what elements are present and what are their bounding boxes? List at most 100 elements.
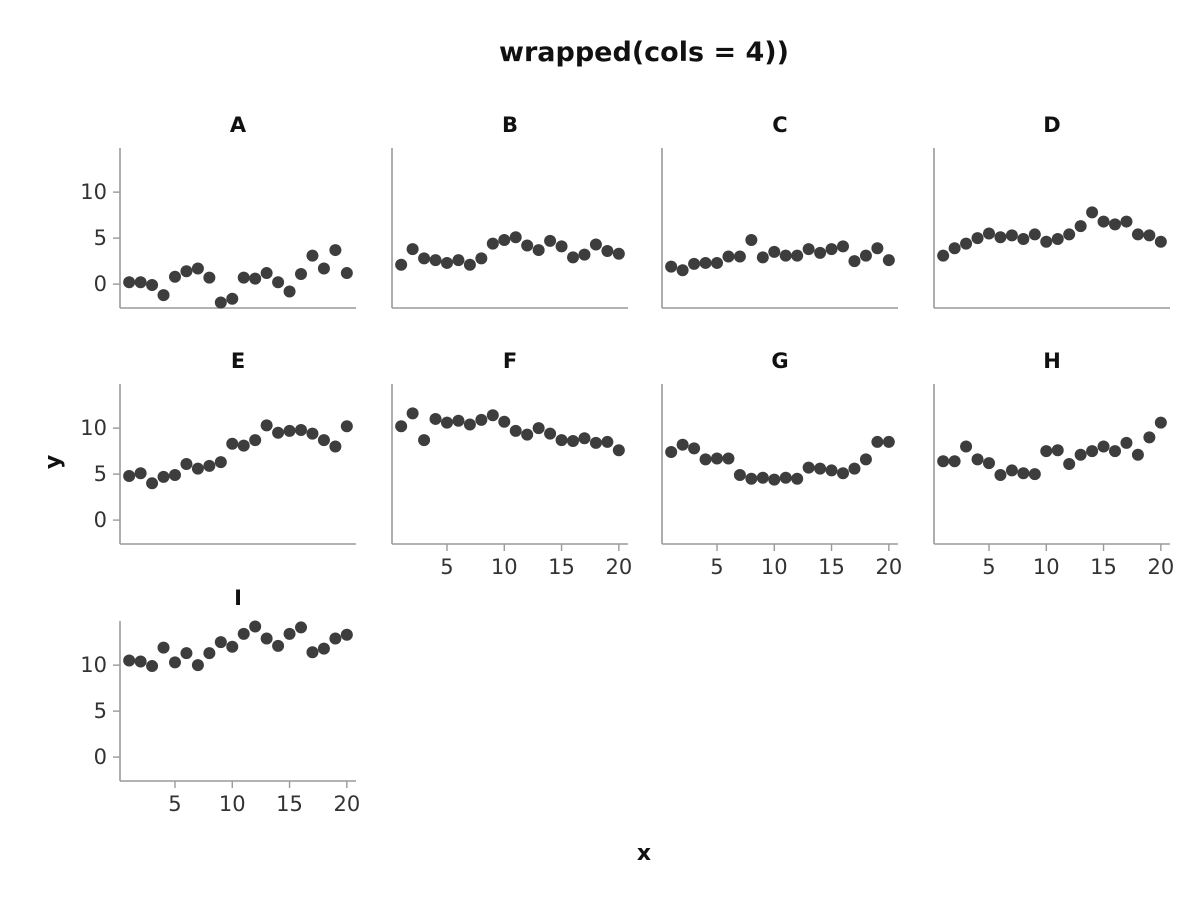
point-d-13 xyxy=(1074,220,1087,233)
panel-f: F 5 10 15 20 xyxy=(391,349,632,579)
panel-b: B xyxy=(391,113,628,309)
point-f-10 xyxy=(498,415,511,428)
point-g-20 xyxy=(882,435,895,448)
point-i-11 xyxy=(237,627,250,640)
point-c-10 xyxy=(768,245,781,258)
point-f-6 xyxy=(452,414,465,427)
point-h-9 xyxy=(1028,468,1041,481)
point-h-14 xyxy=(1086,445,1099,458)
panel-title-c: C xyxy=(772,113,787,137)
point-a-9 xyxy=(214,296,227,309)
x-tick-label-f-10: 10 xyxy=(491,555,518,579)
point-a-12 xyxy=(249,272,262,285)
point-b-6 xyxy=(452,254,465,267)
point-g-12 xyxy=(791,472,804,485)
point-c-1 xyxy=(665,260,678,273)
point-g-2 xyxy=(676,438,689,451)
panel-title-h: H xyxy=(1043,349,1061,373)
point-d-9 xyxy=(1028,228,1041,241)
point-b-17 xyxy=(578,248,591,261)
point-d-18 xyxy=(1131,228,1144,241)
point-c-11 xyxy=(779,249,792,262)
x-tick-label-i-5: 5 xyxy=(168,792,181,816)
point-a-10 xyxy=(226,292,239,305)
x-tick-label-i-15: 15 xyxy=(276,792,303,816)
point-b-20 xyxy=(612,247,625,260)
point-e-8 xyxy=(203,459,216,472)
y-tick-label-e-10: 10 xyxy=(80,416,107,440)
point-a-13 xyxy=(260,267,273,280)
point-d-15 xyxy=(1097,215,1110,228)
point-a-7 xyxy=(191,262,204,275)
point-e-20 xyxy=(340,420,353,433)
chart-title: wrapped(cols = 4)) xyxy=(499,37,789,68)
point-g-3 xyxy=(688,442,701,455)
point-i-3 xyxy=(146,660,159,673)
point-e-12 xyxy=(249,434,262,447)
point-i-14 xyxy=(272,639,285,652)
point-b-19 xyxy=(601,244,614,257)
panel-d: D xyxy=(933,113,1170,309)
point-h-6 xyxy=(994,469,1007,482)
y-tick-label-i-10: 10 xyxy=(80,653,107,677)
point-h-20 xyxy=(1154,416,1167,429)
point-c-5 xyxy=(710,256,723,269)
y-tick-label-e-0: 0 xyxy=(94,508,107,532)
point-d-8 xyxy=(1017,233,1030,246)
point-g-1 xyxy=(665,446,678,459)
point-i-10 xyxy=(226,640,239,653)
point-c-14 xyxy=(814,246,827,259)
point-c-3 xyxy=(688,257,701,270)
point-a-5 xyxy=(168,270,181,283)
point-e-9 xyxy=(214,456,227,469)
point-a-3 xyxy=(146,279,159,292)
point-d-3 xyxy=(960,237,973,250)
point-e-7 xyxy=(191,462,204,475)
point-b-3 xyxy=(418,252,431,265)
x-tick-label-i-20: 20 xyxy=(333,792,360,816)
point-c-8 xyxy=(745,233,758,246)
point-b-4 xyxy=(429,254,442,267)
point-e-11 xyxy=(237,439,250,452)
point-g-9 xyxy=(756,471,769,484)
panel-title-a: A xyxy=(230,113,247,137)
y-tick-label-a-10: 10 xyxy=(80,180,107,204)
point-e-3 xyxy=(146,477,159,490)
point-f-18 xyxy=(589,436,602,449)
point-i-18 xyxy=(317,642,330,655)
point-b-11 xyxy=(509,231,522,244)
point-d-20 xyxy=(1154,235,1167,248)
point-f-1 xyxy=(395,420,408,433)
point-i-16 xyxy=(295,621,308,634)
point-e-1 xyxy=(123,469,136,482)
point-g-19 xyxy=(871,435,884,448)
point-e-2 xyxy=(134,467,147,480)
y-tick-label-a-0: 0 xyxy=(94,272,107,296)
point-h-5 xyxy=(982,457,995,470)
x-tick-label-g-15: 15 xyxy=(818,555,845,579)
point-i-9 xyxy=(214,636,227,649)
panel-title-d: D xyxy=(1043,113,1060,137)
x-tick-label-f-5: 5 xyxy=(440,555,453,579)
point-f-7 xyxy=(463,418,476,431)
x-tick-label-h-20: 20 xyxy=(1147,555,1174,579)
panel-c: C xyxy=(661,113,898,309)
point-h-2 xyxy=(948,455,961,468)
panel-title-i: I xyxy=(234,586,242,610)
point-g-8 xyxy=(745,472,758,485)
point-f-14 xyxy=(544,427,557,440)
point-e-19 xyxy=(329,440,342,453)
point-a-4 xyxy=(157,289,170,302)
point-f-20 xyxy=(612,444,625,457)
point-h-7 xyxy=(1005,464,1018,477)
y-axis-label: y xyxy=(41,455,66,469)
point-a-15 xyxy=(283,285,296,298)
point-c-13 xyxy=(802,243,815,256)
y-tick-label-e-5: 5 xyxy=(94,462,107,486)
point-i-19 xyxy=(329,632,342,645)
point-h-8 xyxy=(1017,467,1030,480)
point-c-9 xyxy=(756,251,769,264)
x-tick-label-g-5: 5 xyxy=(710,555,723,579)
point-i-8 xyxy=(203,647,216,660)
